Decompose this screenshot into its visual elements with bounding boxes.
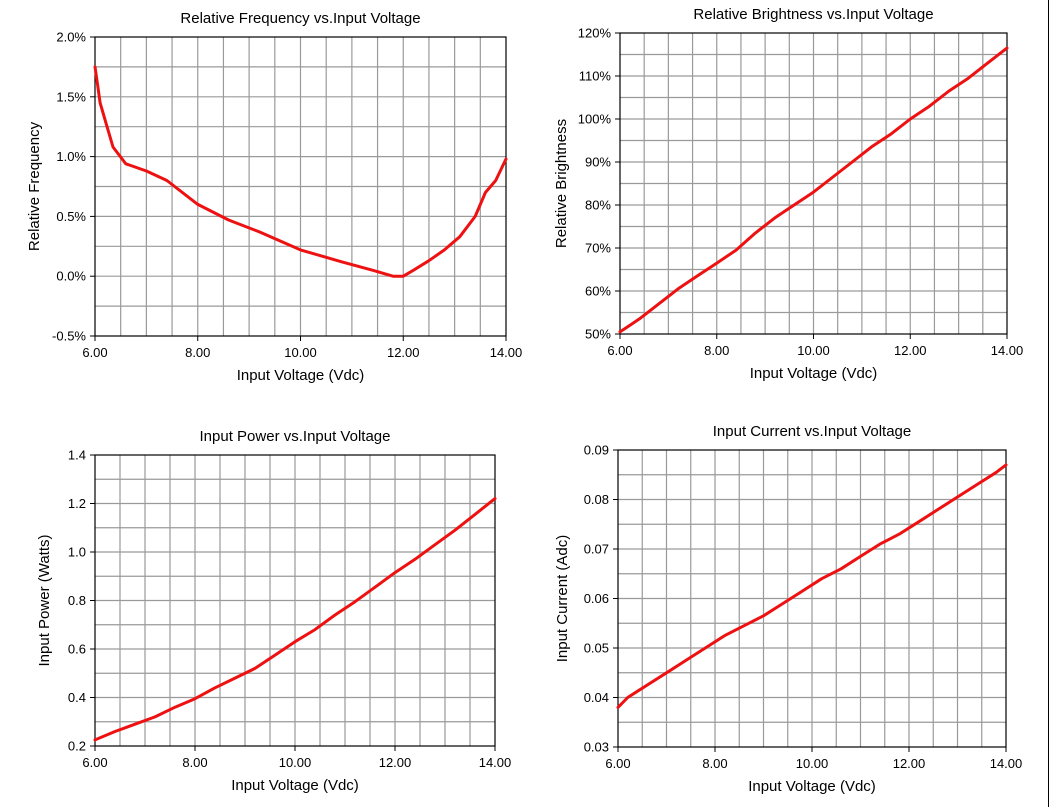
- chart-4: 6.00 8.00 10.00 12.00 14.00 0.03 0.04 0.05 0.06 0…: [554, 423, 1022, 795]
- x-tick-label: 8.00: [702, 756, 727, 771]
- y-tick-label: 1.2: [68, 496, 86, 511]
- y-tick-label: 100%: [578, 112, 612, 127]
- y-tick-label: 0.8: [68, 593, 86, 608]
- window-edge: [1048, 0, 1049, 807]
- x-tick-label: 14.00: [490, 345, 523, 360]
- y-tick-label: 50%: [585, 327, 611, 342]
- y-tick-label: 0.07: [584, 542, 609, 557]
- chart-2: 6.00 8.00 10.00 12.00 14.00 50% 60% 70% 80% 90% 10…: [553, 6, 1023, 382]
- series-line-1: [618, 46, 1009, 334]
- y-tick-label: 1.4: [68, 448, 86, 463]
- x-tick-label: 8.00: [182, 755, 207, 770]
- y-tick-label: 1.5%: [56, 89, 86, 104]
- y-tick-label: 0.6: [68, 642, 86, 657]
- x-tick-label: 6.00: [607, 343, 632, 358]
- y-axis-label: Relative Brightness: [553, 119, 570, 248]
- chart-title: Input Power vs.Input Voltage: [200, 428, 391, 445]
- y-tick-label: 90%: [585, 155, 611, 170]
- y-tick-label: 0.04: [584, 690, 609, 705]
- x-tick-label: 8.00: [185, 345, 210, 360]
- y-tick-label: 0.08: [584, 492, 609, 507]
- chart-title: Relative Brightness vs.Input Voltage: [693, 6, 933, 23]
- series-line-1: [616, 463, 1008, 709]
- series-line-1: [93, 65, 508, 278]
- x-axis-label: Input Voltage (Vdc): [237, 367, 365, 384]
- x-tick-label: 14.00: [991, 343, 1024, 358]
- x-tick-label: 8.00: [704, 343, 729, 358]
- y-tick-label: 0.4: [68, 690, 86, 705]
- y-tick-label: 0.2: [68, 739, 86, 754]
- x-tick-label: 10.00: [797, 343, 830, 358]
- chart-3: 6.00 8.00 10.00 12.00 14.00 0.2 0.4 0.6 0.8 1.0 1.…: [36, 428, 511, 794]
- x-tick-label: 10.00: [279, 755, 312, 770]
- chart-title: Input Current vs.Input Voltage: [713, 423, 911, 440]
- x-tick-label: 6.00: [605, 756, 630, 771]
- x-axis-label: Input Voltage (Vdc): [750, 365, 878, 382]
- x-axis-label: Input Voltage (Vdc): [231, 777, 359, 794]
- chart-title: Relative Frequency vs.Input Voltage: [180, 10, 420, 27]
- y-tick-label: 120%: [578, 26, 612, 41]
- y-tick-label: 80%: [585, 198, 611, 213]
- y-axis-label: Input Power (Watts): [36, 535, 53, 667]
- y-tick-label: 0.0%: [56, 269, 86, 284]
- y-tick-label: 60%: [585, 284, 611, 299]
- y-tick-label: 1.0: [68, 545, 86, 560]
- y-tick-label: 1.0%: [56, 149, 86, 164]
- x-tick-label: 12.00: [379, 755, 412, 770]
- chart-1: 6.00 8.00 10.00 12.00 14.00 -0.5% 0.0% 0.5% 1.0%…: [26, 10, 522, 384]
- y-tick-label: 110%: [579, 69, 612, 84]
- y-tick-label: 70%: [585, 241, 611, 256]
- x-tick-label: 12.00: [893, 756, 926, 771]
- x-tick-label: 14.00: [990, 756, 1023, 771]
- y-tick-label: 2.0%: [56, 30, 86, 45]
- y-tick-label: 0.09: [584, 443, 609, 458]
- y-tick-label: 0.05: [584, 641, 609, 656]
- x-tick-label: 6.00: [82, 345, 107, 360]
- y-axis-label: Input Current (Adc): [554, 535, 571, 663]
- x-tick-label: 14.00: [479, 755, 512, 770]
- x-tick-label: 10.00: [796, 756, 829, 771]
- y-axis-label: Relative Frequency: [26, 121, 43, 251]
- y-tick-label: -0.5%: [52, 329, 86, 344]
- y-tick-label: 0.03: [584, 740, 609, 755]
- x-tick-label: 6.00: [82, 755, 107, 770]
- series-line-1: [93, 497, 497, 742]
- y-tick-label: 0.06: [584, 591, 609, 606]
- x-tick-label: 12.00: [387, 345, 420, 360]
- y-tick-label: 0.5%: [56, 209, 86, 224]
- x-tick-label: 12.00: [894, 343, 927, 358]
- x-axis-label: Input Voltage (Vdc): [748, 778, 876, 795]
- x-tick-label: 10.00: [284, 345, 317, 360]
